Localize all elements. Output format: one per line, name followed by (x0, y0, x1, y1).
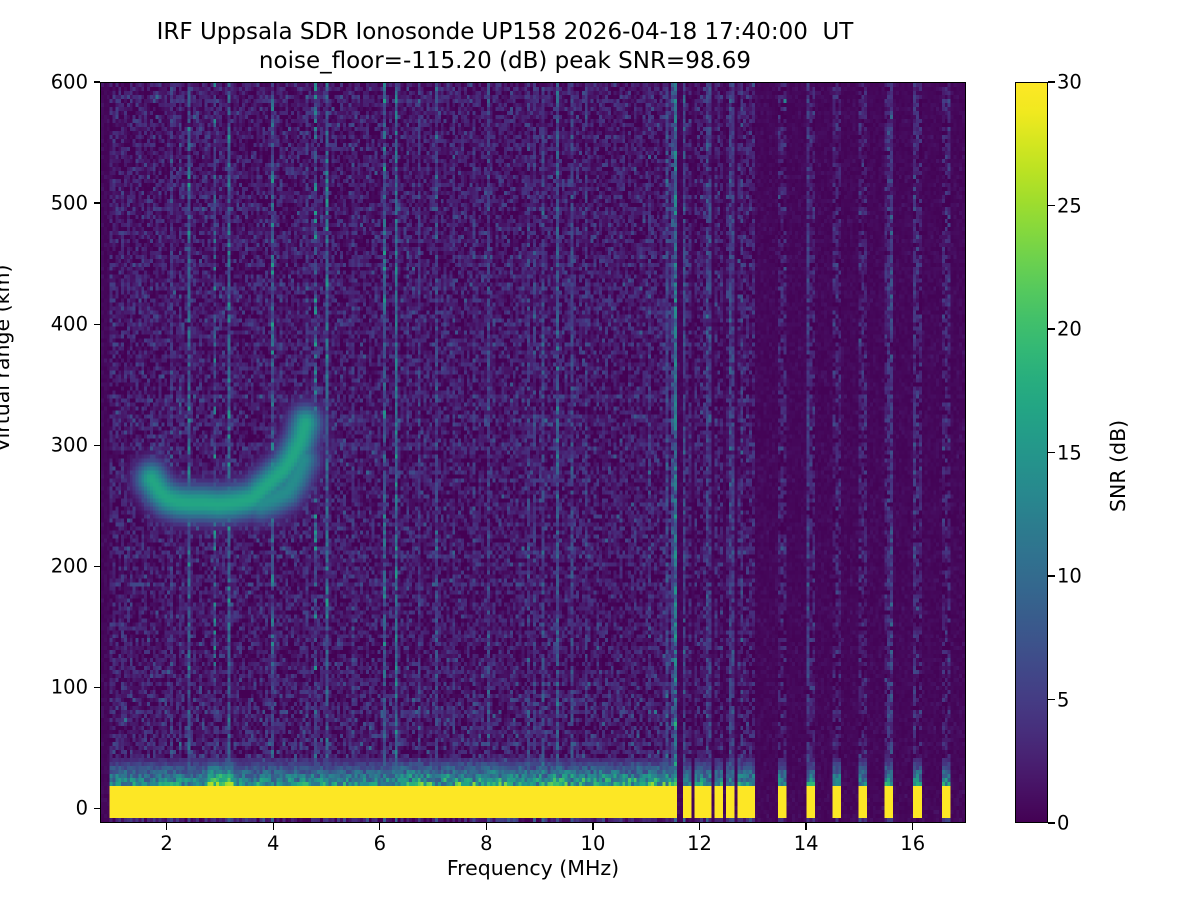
figure-title: IRF Uppsala SDR Ionosonde UP158 2026-04-… (0, 18, 1010, 77)
y-tick-label: 400 (50, 312, 88, 336)
x-tick-label: 8 (480, 832, 493, 855)
colorbar-tick-mark (1048, 204, 1055, 207)
x-tick-label: 14 (793, 832, 819, 855)
title-line-2: noise_floor=-115.20 (dB) peak SNR=98.69 (258, 48, 752, 75)
ionogram-canvas (101, 83, 965, 822)
y-tick-mark (93, 807, 100, 810)
colorbar-tick-mark (1048, 822, 1055, 824)
y-tick-mark (93, 444, 100, 446)
x-tick-label: 16 (900, 832, 926, 855)
x-tick-label: 12 (687, 832, 712, 855)
colorbar-tick-mark (1048, 451, 1055, 454)
y-tick-label: 500 (50, 191, 88, 215)
colorbar[interactable] (1015, 82, 1048, 823)
colorbar-tick-label: 5 (1057, 688, 1070, 711)
colorbar-tick-label: 30 (1057, 70, 1082, 94)
colorbar-tick-mark (1048, 328, 1055, 330)
y-tick-mark (93, 323, 100, 325)
colorbar-label: SNR (dB) (1106, 419, 1130, 512)
y-tick-label: 100 (50, 675, 88, 699)
colorbar-tick-label: 20 (1057, 317, 1082, 341)
x-tick-mark (165, 823, 168, 830)
y-tick-mark (93, 565, 100, 567)
x-tick-label: 6 (373, 832, 386, 855)
y-tick-label: 300 (50, 433, 88, 457)
y-tick-label: 200 (50, 554, 88, 578)
y-tick-mark (93, 202, 100, 204)
x-tick-mark (272, 823, 274, 830)
y-tick-mark (93, 81, 100, 83)
colorbar-tick-label: 15 (1057, 441, 1082, 464)
x-axis-label: Frequency (MHz) (446, 856, 620, 880)
y-tick-mark (93, 686, 100, 689)
ionogram-heatmap (101, 83, 965, 822)
x-tick-mark (912, 823, 914, 830)
ionogram-plot-area[interactable] (100, 82, 966, 823)
colorbar-tick-mark (1048, 81, 1055, 83)
x-tick-mark (592, 823, 594, 830)
colorbar-tick-label: 25 (1057, 194, 1082, 217)
y-tick-label: 0 (75, 796, 88, 820)
x-tick-label: 2 (160, 832, 173, 855)
colorbar-gradient (1016, 83, 1047, 822)
x-tick-label: 4 (266, 832, 280, 855)
title-line-1: IRF Uppsala SDR Ionosonde UP158 2026-04-… (156, 19, 854, 45)
x-tick-label: 10 (580, 832, 606, 855)
x-tick-mark (805, 823, 807, 830)
colorbar-tick-mark (1048, 575, 1055, 577)
colorbar-tick-label: 0 (1057, 811, 1070, 835)
colorbar-tick-label: 10 (1057, 564, 1082, 588)
y-axis-label: Virtual range (km) (0, 264, 14, 452)
colorbar-tick-mark (1048, 698, 1055, 701)
x-tick-mark (379, 823, 381, 830)
y-tick-label: 600 (50, 70, 88, 94)
x-tick-mark (698, 823, 701, 830)
x-tick-mark (485, 823, 488, 830)
